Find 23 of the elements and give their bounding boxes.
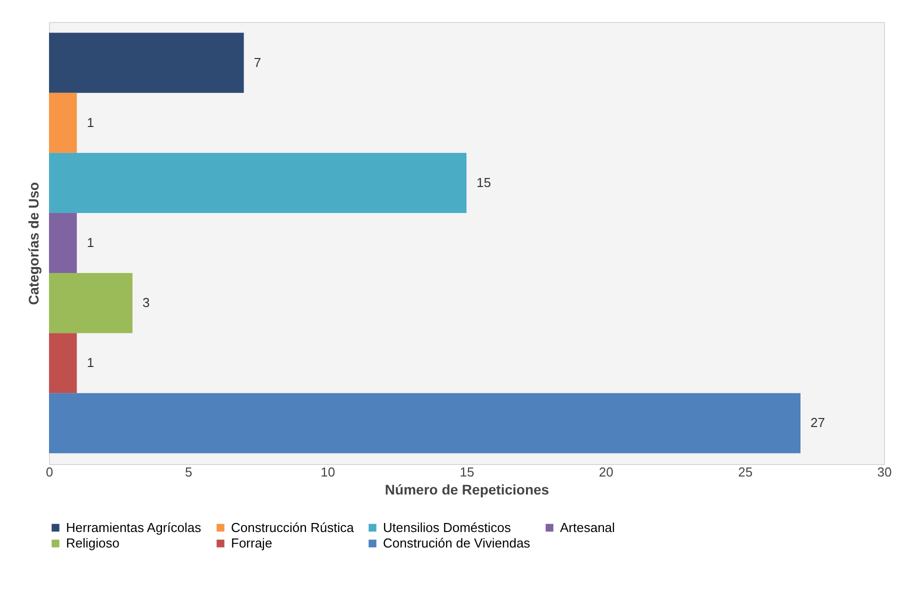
data-label: 3	[142, 295, 150, 310]
legend-label: Utensilios Domésticos	[383, 520, 512, 535]
data-label: 15	[476, 174, 491, 190]
data-label: 7	[254, 54, 262, 70]
legend-label: Herramientas Agrícolas	[66, 520, 202, 535]
data-label: 1	[86, 235, 94, 250]
x-tick-label: 30	[877, 464, 892, 480]
legend-label: Religioso	[66, 536, 120, 550]
x-tick-label: 5	[185, 464, 192, 480]
x-axis-title: Número de Repeticiones	[384, 482, 550, 498]
legend-label: Construción de Viviendas	[383, 536, 531, 550]
legend-label: Construcción Rústica	[231, 520, 355, 535]
data-label: 27	[810, 415, 825, 430]
x-tick-label: 0	[46, 464, 54, 480]
x-tick-label: 15	[460, 464, 474, 480]
y-axis-title: Categorías de Uso	[26, 182, 42, 305]
data-label: 1	[86, 355, 94, 370]
x-tick-label: 20	[598, 464, 614, 480]
legend-label: Artesanal	[560, 520, 616, 535]
data-label: 1	[86, 114, 94, 130]
x-tick-label: 10	[320, 464, 336, 480]
x-tick-label: 25	[738, 464, 753, 480]
legend-label: Forraje	[231, 536, 272, 550]
